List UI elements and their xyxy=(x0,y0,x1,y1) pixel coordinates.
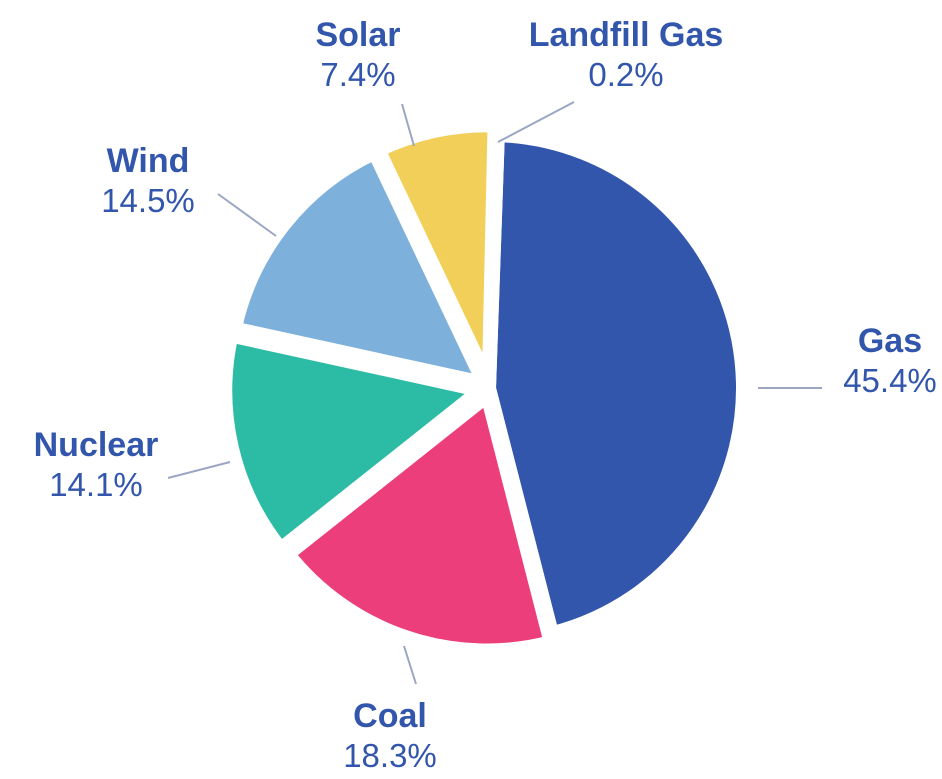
slice-value-coal: 18.3% xyxy=(343,737,437,774)
pie-slices xyxy=(220,120,748,656)
pie-slice-coal xyxy=(283,391,556,656)
slice-label-solar: Solar xyxy=(315,16,400,54)
pie-slice-nuclear xyxy=(220,330,485,554)
pie-slice-landfill-gas xyxy=(484,130,505,394)
slice-label-gas: Gas xyxy=(858,322,922,360)
pie-slice-wind xyxy=(230,148,489,388)
leader-line-solar xyxy=(401,103,415,147)
pie-slice-solar xyxy=(373,120,500,385)
slice-value-gas: 45.4% xyxy=(843,362,937,399)
slice-value-nuclear: 14.1% xyxy=(49,466,143,503)
slice-label-nuclear: Nuclear xyxy=(34,426,159,464)
pie-slice-gas xyxy=(484,130,748,639)
slice-value-solar: 7.4% xyxy=(320,56,395,93)
leader-line-landfill-gas xyxy=(497,101,575,143)
slice-label-landfill-gas: Landfill Gas xyxy=(529,16,724,54)
leader-line-nuclear xyxy=(167,461,231,479)
slice-label-wind: Wind xyxy=(107,142,190,180)
slice-value-wind: 14.5% xyxy=(101,182,195,219)
slice-label-coal: Coal xyxy=(353,697,427,735)
leader-line-wind xyxy=(217,193,277,237)
leader-lines xyxy=(167,101,822,685)
leader-line-coal xyxy=(403,645,417,685)
slice-value-landfill-gas: 0.2% xyxy=(588,56,663,93)
